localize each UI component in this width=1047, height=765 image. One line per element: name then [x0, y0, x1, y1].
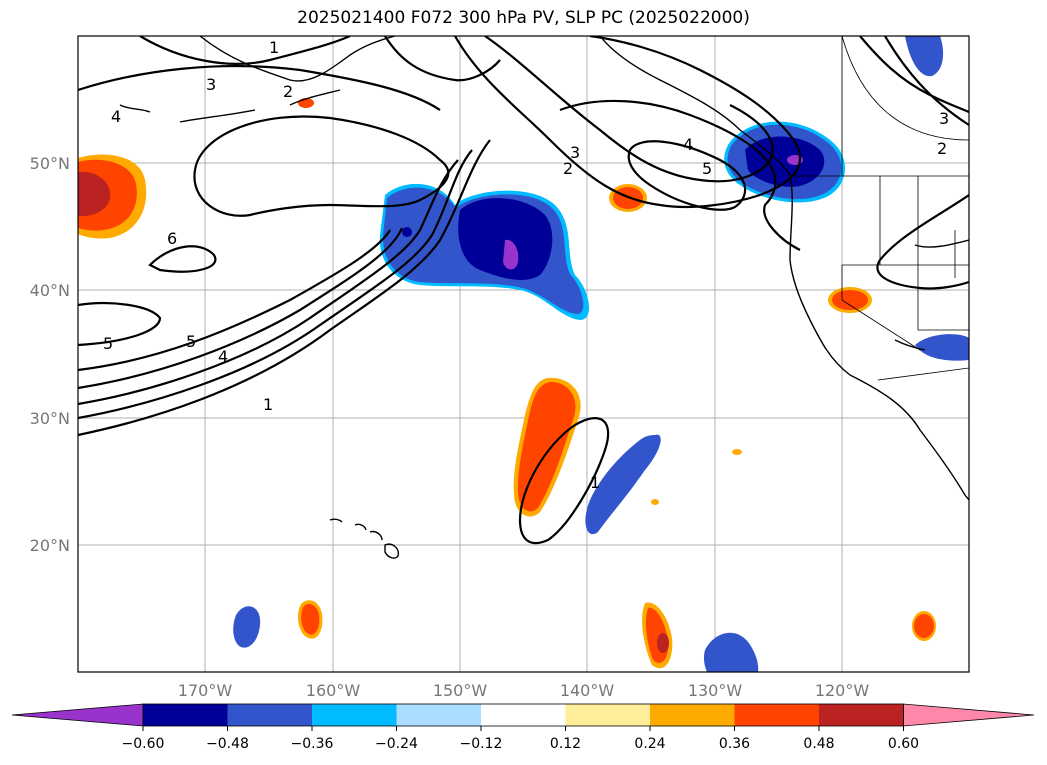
contour-label: 5	[186, 332, 196, 351]
contour-label: 1	[263, 395, 273, 414]
colorbar-tick-label: −0.36	[291, 736, 334, 752]
contour-label: 1	[590, 473, 600, 492]
pv-positive-south2	[642, 602, 673, 669]
contour-label: 4	[683, 135, 693, 154]
lat-label: 30°N	[30, 409, 70, 428]
lat-label: 40°N	[30, 281, 70, 300]
lat-label: 20°N	[30, 536, 70, 555]
colorbar-tick-label: −0.60	[122, 736, 165, 752]
colorbar-tick-label: −0.24	[375, 736, 418, 752]
pv-negative-northwest	[724, 121, 845, 203]
pv-speck	[732, 449, 742, 455]
colorbar-tick-label: −0.12	[460, 736, 503, 752]
contour-label: 2	[283, 82, 293, 101]
latitude-labels: 50°N 40°N 30°N 20°N	[30, 154, 70, 555]
colorbar-segment	[481, 704, 566, 726]
contour-label: 4	[218, 347, 228, 366]
pv-positive-west	[78, 154, 147, 239]
map-border	[77, 35, 970, 673]
map-panel	[78, 36, 969, 672]
colorbar-segment	[396, 704, 482, 726]
colorbar-extend-low	[11, 703, 144, 727]
colorbar-extend-high	[903, 703, 1035, 727]
colorbar: −0.60 −0.48 −0.36 −0.24 −0.12 0.12 0.24 0.36 0.4…	[11, 703, 1035, 752]
colorbar-tick-label: 0.36	[719, 736, 750, 752]
coastlines	[119, 36, 969, 559]
pv-speck	[651, 499, 659, 505]
contour-label: 4	[111, 107, 121, 126]
pv-shading	[78, 36, 969, 672]
contour-label: 2	[563, 159, 573, 178]
pv-positive-southeast	[912, 611, 936, 641]
lon-label: 120°W	[815, 681, 870, 700]
colorbar-tick-label: 0.24	[634, 736, 665, 752]
colorbar-outline	[142, 703, 904, 727]
contour-label: 5	[103, 334, 113, 353]
colorbar-tick-label: 0.12	[550, 736, 581, 752]
pv-negative-east	[915, 334, 969, 361]
colorbar-segment	[650, 704, 735, 726]
colorbar-segment	[227, 704, 313, 726]
political-borders	[790, 36, 969, 381]
contour-labels: 1 3 2 4 3 2 4 5 3 2 6 5 5 4 1 1	[103, 38, 949, 492]
colorbar-segment	[565, 704, 651, 726]
colorbar-tick-label: 0.48	[803, 736, 834, 752]
colorbar-segment	[734, 704, 820, 726]
pv-negative-streak	[585, 434, 661, 535]
pv-negative-topright	[905, 36, 944, 77]
contour-label: 3	[570, 143, 580, 162]
map-title: 2025021400 F072 300 hPa PV, SLP PC (2025…	[297, 8, 750, 28]
pv-positive-south	[297, 600, 323, 639]
contour-label: 1	[269, 38, 279, 57]
slp-contours	[78, 36, 969, 545]
lat-label: 50°N	[30, 154, 70, 173]
colorbar-segment	[143, 704, 228, 726]
contour-label: 5	[702, 159, 712, 178]
contour-label: 6	[167, 229, 177, 248]
lon-label: 160°W	[306, 681, 361, 700]
colorbar-tick-label: −0.48	[206, 736, 249, 752]
longitude-labels: 170°W 160°W 150°W 140°W 130°W 120°W	[178, 681, 870, 700]
colorbar-tick-label: 0.60	[888, 736, 919, 752]
lon-label: 170°W	[178, 681, 233, 700]
pv-negative-central	[379, 183, 590, 320]
pv-negative-south	[233, 606, 261, 648]
colorbar-segment	[312, 704, 397, 726]
lon-label: 150°W	[433, 681, 488, 700]
lon-label: 140°W	[560, 681, 615, 700]
contour-label: 3	[206, 75, 216, 94]
pv-negative-south2	[703, 632, 759, 672]
colorbar-segment	[819, 704, 904, 726]
lon-label: 130°W	[688, 681, 743, 700]
pv-positive-california	[828, 287, 872, 313]
contour-label: 2	[937, 139, 947, 158]
contour-label: 3	[939, 109, 949, 128]
